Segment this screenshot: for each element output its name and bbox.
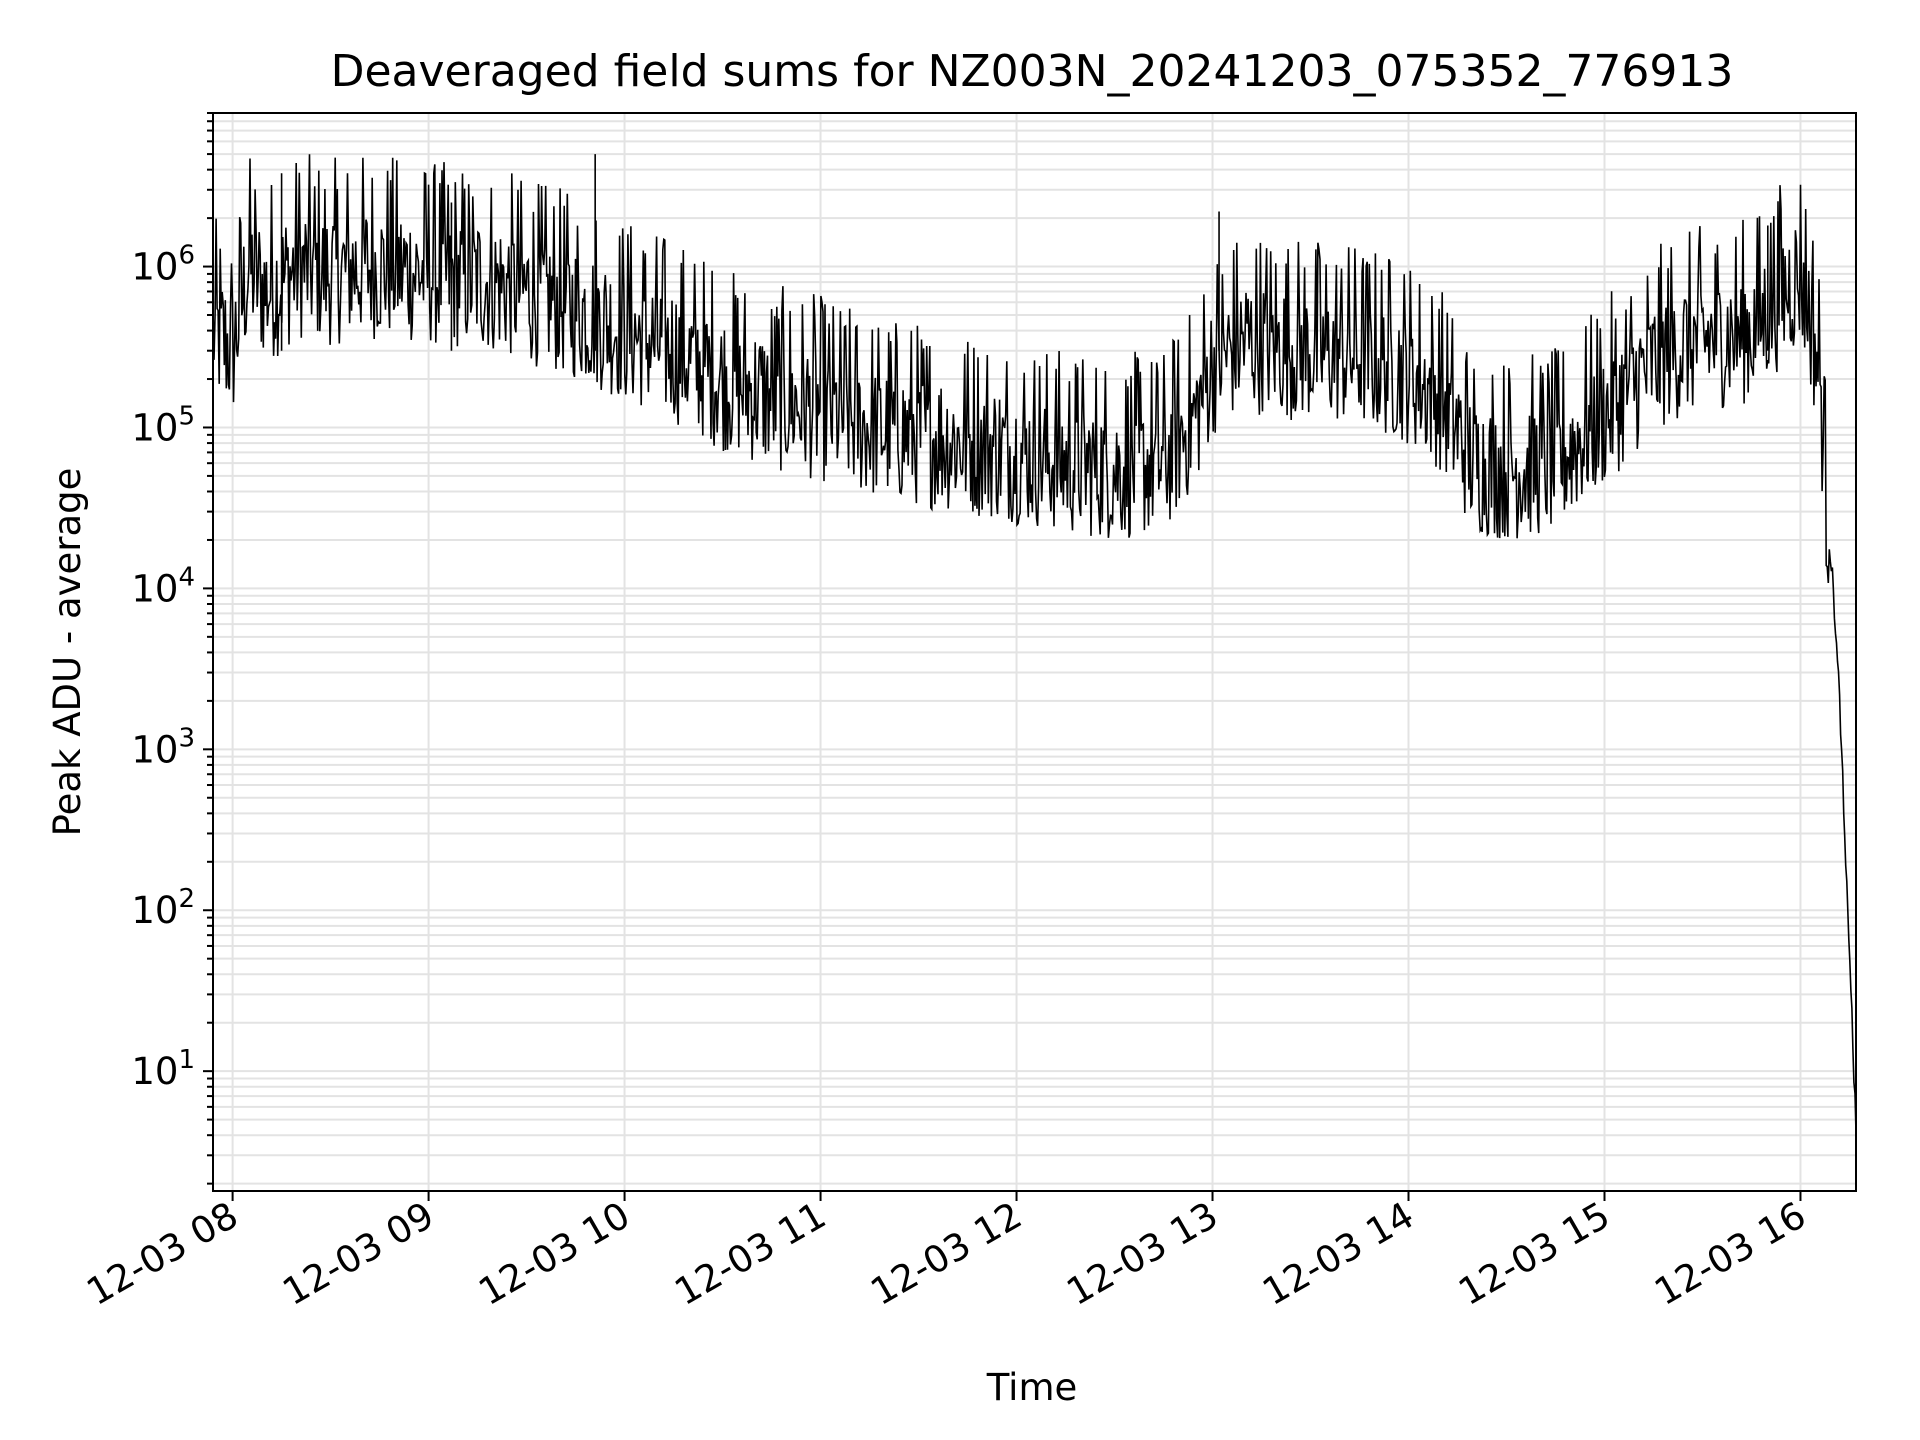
y-tick-label: 101 <box>131 1045 195 1093</box>
y-tick-label: 105 <box>131 401 195 449</box>
y-tick-label: 106 <box>131 241 195 289</box>
y-tick-label: 104 <box>131 562 195 610</box>
y-tick-label: 102 <box>131 884 195 932</box>
chart-title: Deaveraged field sums for NZ003N_2024120… <box>331 46 1734 97</box>
series-line <box>212 154 1857 1134</box>
series-layer <box>212 154 1857 1134</box>
y-axis-label: Peak ADU - average <box>46 468 89 837</box>
y-tick-label: 103 <box>131 723 195 771</box>
y-axis-ticks: 101 102 103 104 105 106 <box>131 112 213 1185</box>
x-axis-label: Time <box>986 1366 1078 1409</box>
